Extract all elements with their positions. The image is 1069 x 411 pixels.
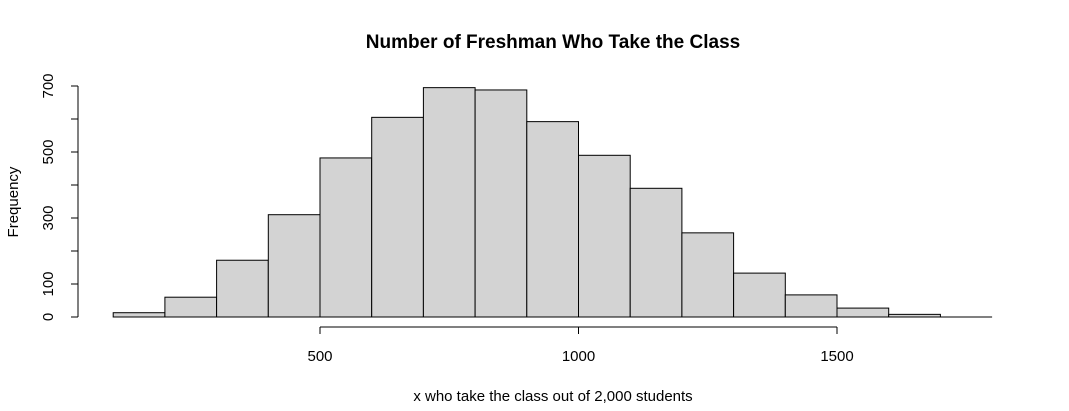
x-tick-label: 1500 — [820, 348, 853, 365]
histogram-bar-7 — [422, 87, 476, 318]
y-tick-label: 300 — [40, 205, 57, 230]
histogram-bar-14 — [784, 294, 838, 318]
histogram-bar-8 — [474, 89, 528, 318]
histogram-bar-12 — [681, 232, 735, 318]
y-tick-label: 0 — [40, 313, 57, 321]
histogram-bar-5 — [319, 157, 373, 318]
histogram-bar-1 — [112, 312, 166, 318]
histogram-bar-11 — [629, 187, 683, 318]
histogram-bar-13 — [733, 272, 786, 318]
x-axis-label: x who take the class out of 2,000 studen… — [413, 388, 692, 405]
chart-title: Number of Freshman Who Take the Class — [366, 32, 740, 53]
bars-group — [112, 87, 993, 318]
y-tick-label: 700 — [40, 73, 57, 98]
histogram-bar-6 — [371, 116, 424, 318]
x-axis: 500 1000 1500 — [307, 326, 854, 365]
y-axis-label: Frequency — [5, 166, 22, 237]
y-axis: 0 100 300 500 700 — [40, 73, 79, 321]
y-tick-label: 100 — [40, 271, 57, 296]
x-tick-label: 1000 — [562, 348, 595, 365]
histogram-bar-10 — [578, 154, 631, 318]
histogram-bar-2 — [164, 296, 218, 318]
histogram-bar-3 — [216, 259, 269, 318]
histogram-bar-4 — [267, 214, 321, 318]
histogram-bar-9 — [526, 121, 579, 318]
histogram-bar-15 — [836, 307, 890, 318]
x-tick-label: 500 — [307, 348, 332, 365]
y-tick-label: 500 — [40, 139, 57, 164]
